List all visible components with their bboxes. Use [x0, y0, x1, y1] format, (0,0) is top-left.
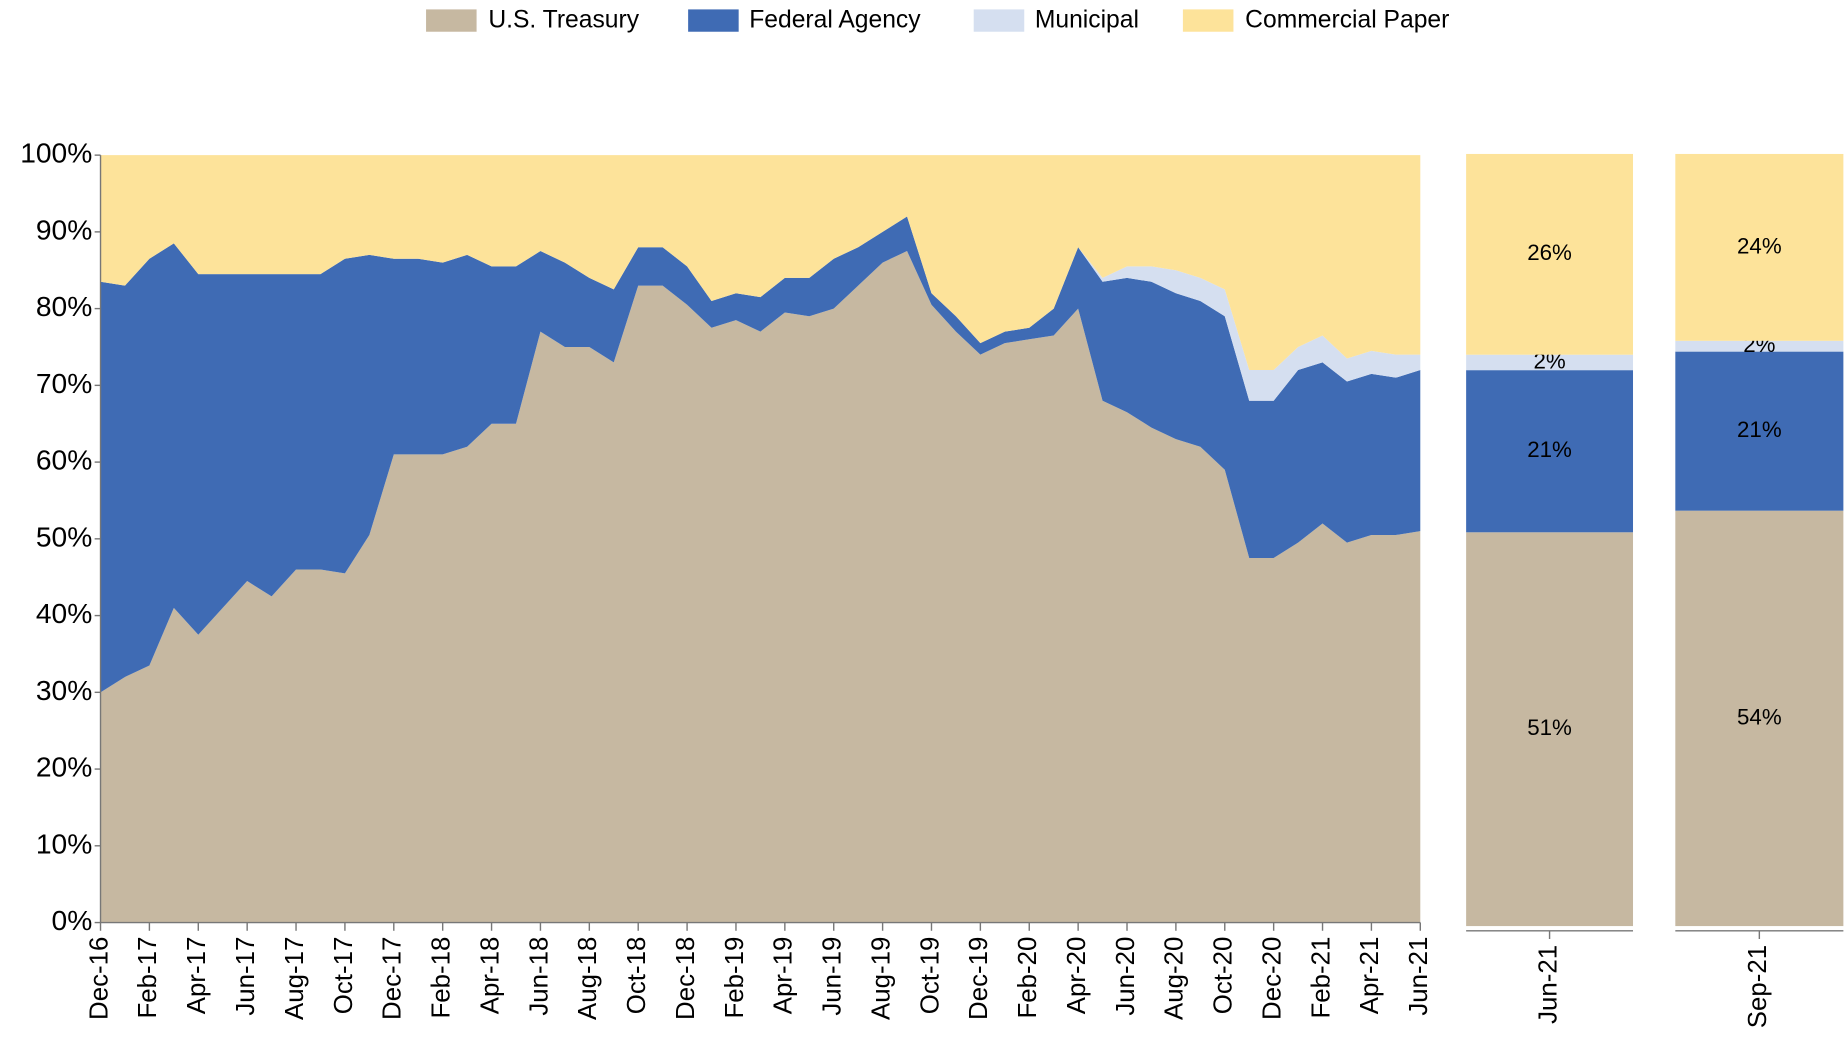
bar-segment [1466, 532, 1634, 927]
x-tick-label: Dec-18 [672, 937, 700, 1020]
x-tick-label: Sep-21 [1744, 945, 1772, 1028]
y-tick-label: 100% [20, 137, 92, 169]
x-tick-label: Aug-17 [281, 937, 309, 1020]
x-tick-label: Dec-20 [1258, 937, 1286, 1020]
x-tick-label: Jun-21 [1534, 945, 1562, 1024]
x-tick-label: Aug-20 [1161, 937, 1189, 1020]
x-tick-label: Jun-18 [525, 937, 553, 1016]
x-tick-label: Oct-18 [623, 937, 651, 1015]
x-tick-label: Apr-17 [183, 937, 211, 1015]
x-tick-label: Apr-19 [770, 937, 798, 1015]
x-tick-label: Feb-18 [428, 937, 456, 1019]
legend-label: Commercial Paper [1245, 7, 1449, 34]
bar-segment [1675, 510, 1844, 927]
legend-swatch [973, 9, 1025, 32]
x-tick-label: Feb-21 [1307, 937, 1335, 1019]
x-tick-label: Feb-17 [134, 937, 162, 1019]
x-tick-label: Aug-19 [867, 937, 895, 1020]
value-label: 54% [1737, 704, 1782, 729]
y-tick-label: 90% [36, 213, 92, 245]
value-label: 21% [1737, 417, 1782, 442]
x-tick-label: Oct-19 [916, 937, 944, 1015]
y-tick-label: 0% [52, 904, 93, 936]
x-tick-label: Jun-17 [232, 937, 260, 1016]
value-label: 21% [1527, 437, 1572, 462]
x-tick-label: Dec-16 [85, 937, 113, 1020]
x-tick-label: Jun-20 [1112, 937, 1140, 1016]
bar-segment [1466, 153, 1634, 355]
x-tick-label: Apr-18 [476, 937, 504, 1015]
bar-segment [1675, 153, 1844, 341]
y-tick-label: 50% [36, 520, 92, 552]
value-label: 51% [1527, 715, 1572, 740]
y-tick-label: 70% [36, 367, 92, 399]
bar-segment [1466, 354, 1634, 371]
x-tick-label: Dec-19 [965, 937, 993, 1020]
legend-label: Federal Agency [749, 7, 921, 34]
legend-label: Municipal [1035, 7, 1139, 34]
x-tick-label: Oct-20 [1210, 937, 1238, 1015]
y-tick-label: 60% [36, 444, 92, 476]
value-label: 24% [1737, 233, 1782, 258]
y-tick-label: 80% [36, 290, 92, 322]
x-tick-label: Apr-21 [1356, 937, 1384, 1015]
legend-swatch [1182, 9, 1234, 32]
area [100, 216, 1421, 693]
y-tick-label: 30% [36, 674, 92, 706]
x-tick-label: Feb-20 [1014, 937, 1042, 1019]
x-tick-label: Apr-20 [1063, 937, 1091, 1015]
y-tick-label: 20% [36, 751, 92, 783]
y-tick-label: 40% [36, 597, 92, 629]
x-tick-label: Jun-19 [819, 937, 847, 1016]
bar-segment [1675, 351, 1844, 511]
x-tick-label: Aug-18 [574, 937, 602, 1020]
bar-segment [1466, 370, 1634, 533]
bar-segment [1675, 340, 1844, 352]
y-tick-label: 10% [36, 827, 92, 859]
x-tick-label: Jun-21 [1405, 937, 1433, 1016]
legend-swatch [426, 9, 477, 32]
legend-swatch [688, 9, 739, 32]
x-tick-label: Dec-17 [379, 937, 407, 1020]
legend-label: U.S. Treasury [488, 7, 639, 34]
area [100, 251, 1421, 923]
x-tick-label: Oct-17 [330, 937, 358, 1015]
area [100, 155, 1421, 371]
x-tick-label: Feb-19 [721, 937, 749, 1019]
value-label: 26% [1527, 240, 1572, 265]
